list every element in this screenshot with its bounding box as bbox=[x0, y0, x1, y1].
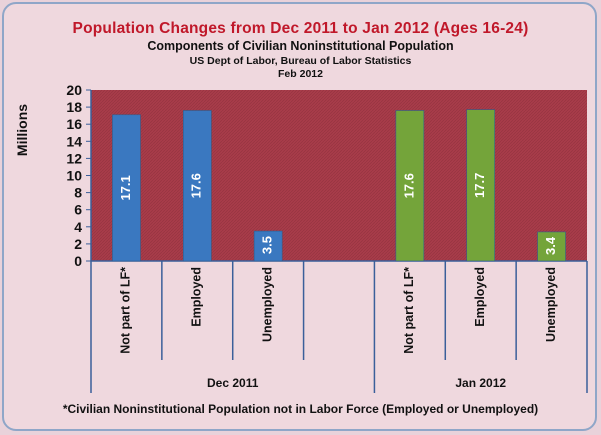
group-label: Jan 2012 bbox=[455, 376, 506, 390]
y-tick-label: 16 bbox=[66, 116, 82, 132]
chart-title: Population Changes from Dec 2011 to Jan … bbox=[72, 20, 529, 37]
y-tick-label: 2 bbox=[74, 236, 82, 252]
data-label: 17.6 bbox=[401, 173, 416, 198]
data-label: 17.7 bbox=[472, 173, 487, 198]
plot-texture bbox=[91, 90, 587, 261]
data-label: 3.5 bbox=[260, 236, 275, 254]
y-tick-label: 0 bbox=[74, 253, 82, 269]
category-label: Employed bbox=[473, 267, 487, 327]
y-tick-label: 10 bbox=[66, 168, 82, 184]
category-label: Unemployed bbox=[544, 267, 558, 342]
category-label: Not part of LF* bbox=[402, 267, 416, 354]
data-label: 17.6 bbox=[189, 173, 204, 198]
y-tick-label: 6 bbox=[74, 202, 82, 218]
footnote: *Civilian Noninstitutional Population no… bbox=[62, 402, 539, 416]
category-label: Not part of LF* bbox=[119, 267, 133, 354]
chart-subtitle-1: Components of Civilian Noninstitutional … bbox=[147, 39, 454, 53]
data-label: 17.1 bbox=[118, 175, 133, 200]
category-label: Employed bbox=[190, 267, 204, 327]
y-tick-label: 18 bbox=[66, 99, 82, 115]
y-tick-label: 8 bbox=[74, 185, 82, 201]
y-tick-label: 20 bbox=[66, 82, 82, 98]
bar bbox=[537, 231, 566, 262]
category-label: Unemployed bbox=[260, 267, 274, 342]
bar bbox=[466, 109, 496, 262]
bar bbox=[182, 110, 212, 262]
data-label: 3.4 bbox=[543, 236, 558, 255]
bar bbox=[112, 114, 141, 262]
group-label: Dec 2011 bbox=[207, 376, 259, 390]
chart-subtitle-2: US Dept of Labor, Bureau of Labor Statis… bbox=[189, 55, 412, 67]
chart-subtitle-3: Feb 2012 bbox=[278, 68, 323, 80]
bar bbox=[253, 230, 283, 262]
y-tick-label: 14 bbox=[66, 133, 82, 149]
y-tick-label: 4 bbox=[74, 219, 82, 235]
bar bbox=[395, 110, 425, 262]
y-tick-label: 12 bbox=[66, 150, 82, 166]
